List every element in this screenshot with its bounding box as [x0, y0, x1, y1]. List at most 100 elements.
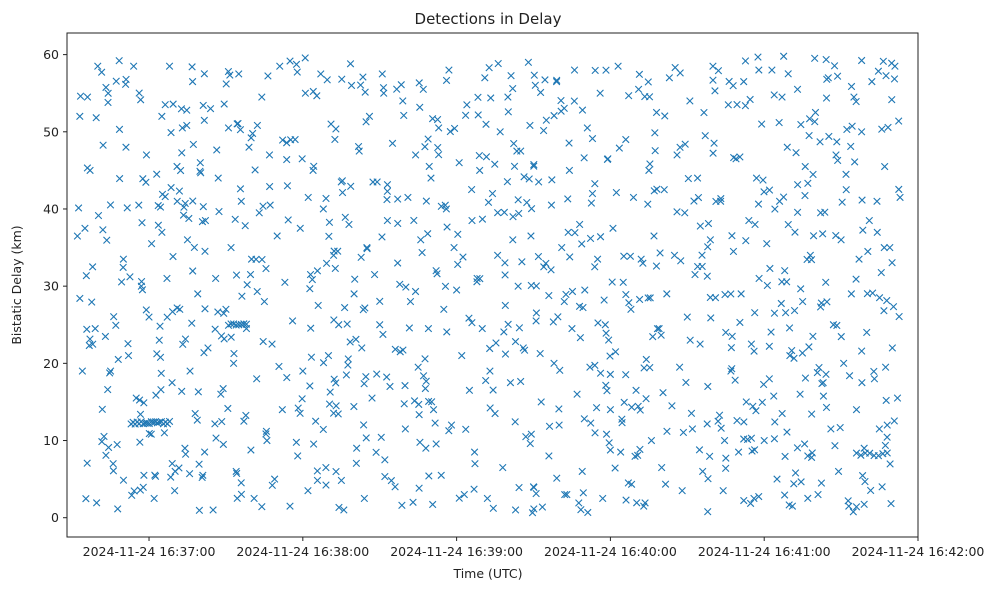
detection-point	[709, 76, 717, 84]
detection-point	[156, 203, 165, 211]
detection-point	[878, 125, 886, 133]
detection-point	[833, 156, 842, 165]
detection-point	[887, 499, 895, 508]
detection-point	[778, 93, 786, 101]
detection-point	[246, 270, 255, 279]
detection-point	[411, 287, 420, 296]
detection-point	[194, 290, 202, 298]
detection-point	[301, 54, 309, 62]
detection-point	[343, 320, 351, 328]
detection-point	[236, 185, 245, 193]
detection-point	[750, 494, 758, 503]
detection-point	[319, 359, 328, 367]
detection-point	[121, 80, 130, 88]
detection-point	[319, 425, 327, 434]
detection-point	[306, 285, 314, 293]
detection-point	[784, 70, 792, 78]
detection-point	[442, 76, 451, 85]
detection-point	[136, 96, 145, 104]
detection-point	[486, 367, 494, 375]
detection-point	[534, 178, 543, 186]
detection-point	[679, 428, 688, 437]
detection-point	[396, 280, 404, 288]
detection-point	[714, 67, 723, 75]
detection-point	[104, 443, 113, 452]
detection-point	[494, 59, 502, 68]
detection-point	[268, 481, 276, 490]
detection-point	[706, 293, 715, 302]
detection-point	[752, 407, 760, 415]
detection-point	[770, 392, 778, 400]
detection-point	[409, 498, 417, 506]
detection-point	[400, 111, 408, 120]
detection-point	[322, 259, 331, 268]
detection-point	[286, 136, 295, 144]
detection-point	[813, 368, 822, 377]
detection-point	[253, 287, 261, 296]
detection-point	[523, 198, 531, 207]
detection-point	[796, 390, 804, 398]
detection-point	[219, 440, 228, 449]
detection-point	[163, 274, 171, 283]
detection-point	[657, 331, 665, 339]
detection-point	[886, 460, 894, 468]
detection-point	[487, 94, 495, 102]
detection-point	[729, 81, 737, 90]
detection-point	[636, 445, 644, 454]
detection-point	[652, 108, 661, 117]
detection-point	[605, 439, 613, 447]
detection-point	[169, 252, 177, 261]
detection-point	[890, 75, 899, 83]
detection-point	[129, 62, 138, 70]
detection-point	[882, 71, 890, 80]
detection-point	[822, 94, 831, 102]
detection-point	[220, 100, 228, 108]
detection-point	[461, 111, 470, 119]
detection-point	[710, 139, 718, 147]
detection-point	[616, 448, 625, 456]
detection-point	[788, 346, 796, 355]
detection-point	[690, 197, 698, 205]
detection-point	[575, 220, 584, 229]
detection-point	[306, 382, 314, 390]
detection-point	[94, 62, 102, 70]
detection-point	[510, 162, 519, 171]
detection-point	[740, 418, 748, 426]
detection-point	[631, 452, 639, 461]
detection-point	[757, 120, 766, 128]
detection-point	[262, 427, 271, 435]
detection-point	[501, 271, 509, 279]
detection-point	[513, 147, 521, 155]
detection-point	[883, 421, 891, 429]
detection-point	[570, 66, 579, 74]
detection-point	[783, 143, 791, 151]
detection-point	[511, 337, 520, 346]
detection-point	[292, 438, 301, 447]
y-tick-label: 40	[43, 201, 59, 216]
detection-point	[615, 144, 624, 152]
detection-point	[433, 115, 442, 124]
detection-point	[493, 251, 502, 259]
detection-point	[471, 460, 479, 468]
detection-point	[331, 264, 339, 273]
detection-point	[338, 177, 347, 185]
detection-point	[322, 481, 330, 489]
detection-point	[178, 124, 187, 132]
detection-point	[186, 367, 194, 375]
detection-point	[540, 263, 548, 271]
detection-point	[653, 325, 662, 333]
detection-point	[262, 430, 270, 438]
detection-point	[443, 328, 451, 336]
detection-point	[688, 425, 697, 433]
detection-point	[169, 100, 177, 108]
detection-point	[265, 182, 274, 191]
detection-point	[843, 125, 851, 134]
detection-point	[883, 296, 891, 305]
detection-point	[511, 418, 519, 426]
detection-point	[415, 400, 423, 409]
detection-point	[199, 101, 207, 110]
detection-point	[415, 79, 423, 87]
detection-point	[317, 70, 325, 78]
detection-point	[807, 453, 816, 462]
